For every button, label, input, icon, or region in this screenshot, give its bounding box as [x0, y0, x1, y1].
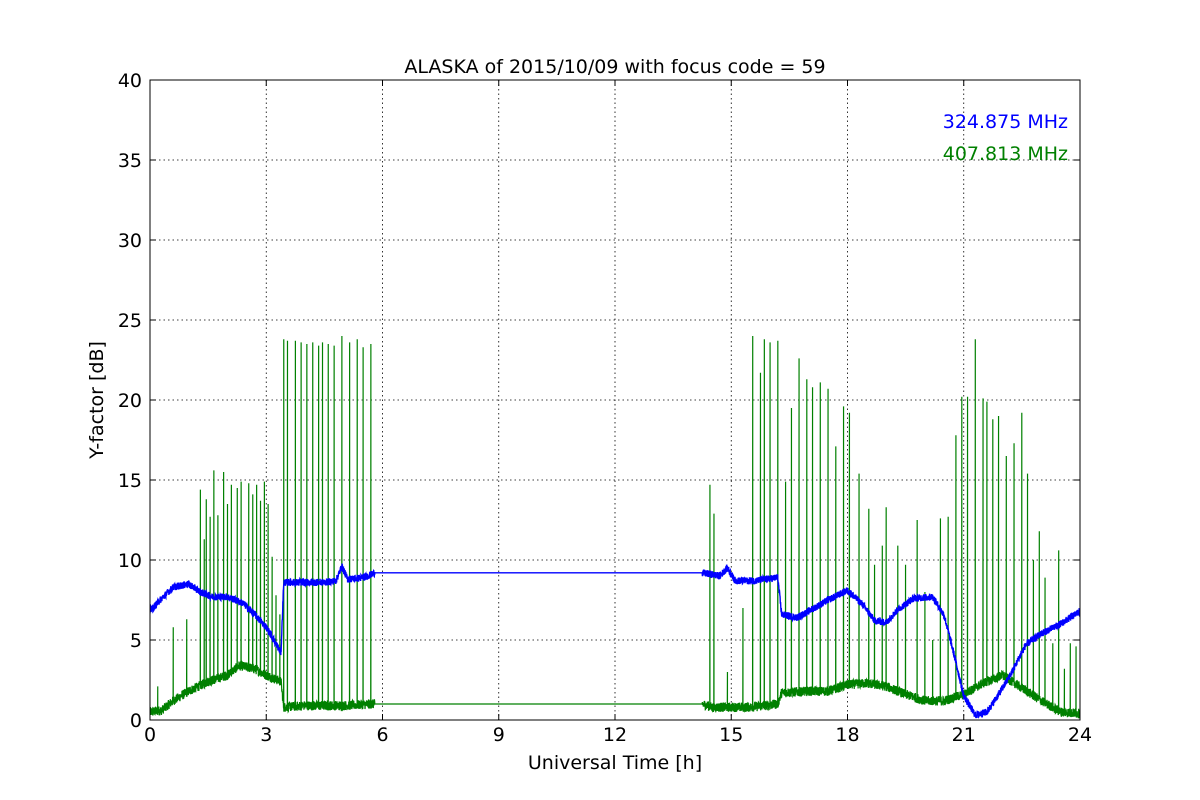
y-tick-label: 10	[118, 550, 142, 572]
y-axis-label: Y-factor [dB]	[86, 341, 108, 460]
legend-entry-407-813: 407.813 MHz	[943, 143, 1068, 165]
ticks	[149, 79, 1081, 721]
y-tick-label: 35	[118, 150, 142, 172]
x-tick-label: 0	[144, 724, 156, 746]
legend-entry-324-875: 324.875 MHz	[943, 111, 1068, 133]
x-tick-label: 9	[493, 724, 505, 746]
grid	[150, 80, 1080, 720]
y-tick-label: 25	[118, 310, 142, 332]
x-tick-label: 3	[260, 724, 272, 746]
x-tick-label: 15	[719, 724, 743, 746]
x-axis-label: Universal Time [h]	[528, 752, 702, 774]
x-tick-label: 21	[952, 724, 976, 746]
series-line-324-875	[150, 563, 1080, 719]
series-layer	[150, 335, 1080, 719]
y-tick-label: 0	[130, 710, 142, 732]
tick-labels: 0 3 6 9 12 15 18 21 24 0 5 10 15 20 25 30 35 40	[118, 70, 1092, 746]
series-line-407-813	[150, 335, 1080, 719]
y-tick-label: 20	[118, 390, 142, 412]
y-tick-label: 5	[130, 630, 142, 652]
chart-title: ALASKA of 2015/10/09 with focus code = 5…	[404, 56, 825, 78]
x-tick-label: 18	[835, 724, 859, 746]
y-tick-label: 15	[118, 470, 142, 492]
x-tick-label: 24	[1068, 724, 1092, 746]
x-tick-label: 12	[603, 724, 627, 746]
y-tick-label: 40	[118, 70, 142, 92]
y-tick-label: 30	[118, 230, 142, 252]
x-tick-label: 6	[376, 724, 388, 746]
